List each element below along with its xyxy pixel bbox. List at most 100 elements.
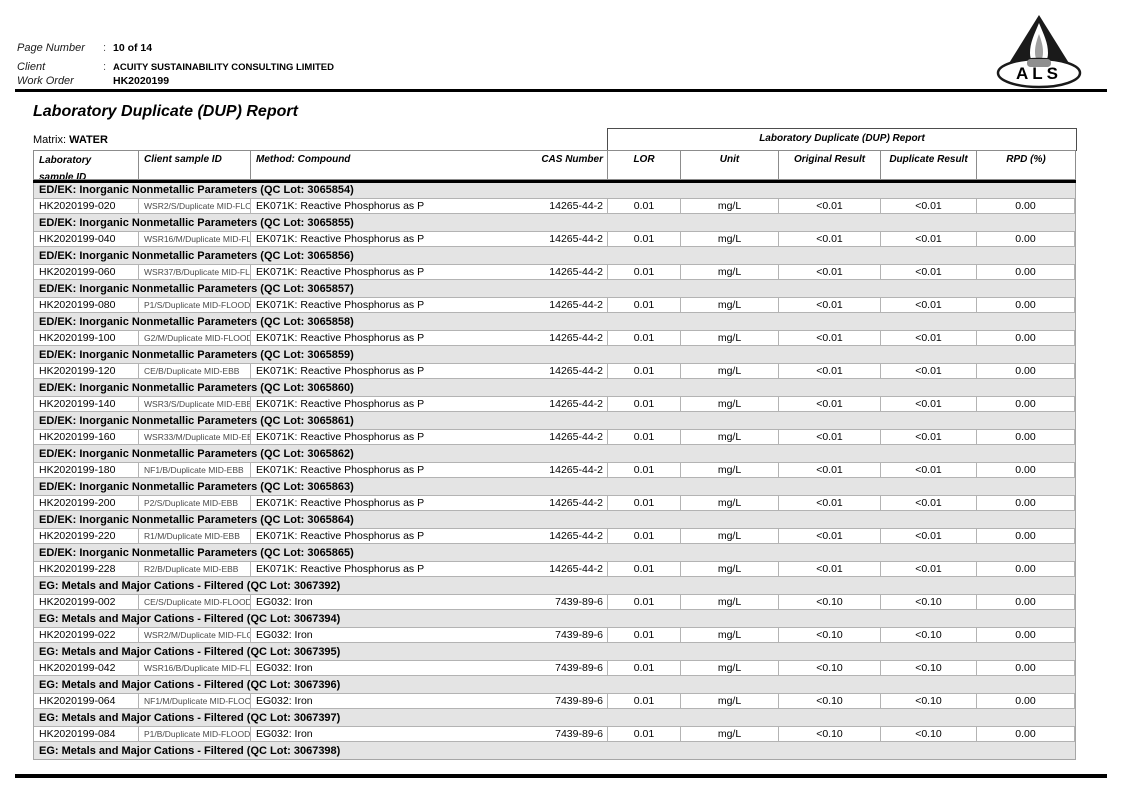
section-title: ED/EK: Inorganic Nonmetallic Parameters … [39,547,354,559]
cell-lab-sample-id: HK2020199-022 [34,627,139,643]
cell-rpd: 0.00 [977,693,1075,709]
cell-rpd: 0.00 [977,726,1075,742]
cell-duplicate-result: <0.10 [881,594,977,610]
page-number-colon: : [103,42,107,54]
qc-section: ED/EK: Inorganic Nonmetallic Parameters … [34,414,1075,445]
cell-unit: mg/L [681,429,779,445]
cell-original-result: <0.01 [779,330,881,346]
method-text: EG032: Iron [256,596,313,608]
cell-original-result: <0.10 [779,627,881,643]
cell-lab-sample-id: HK2020199-120 [34,363,139,379]
cell-duplicate-result: <0.10 [881,693,977,709]
section-header: EG: Metals and Major Cations - Filtered … [34,744,1075,759]
col-original-result: Original Result [779,151,881,179]
method-text: EK071K: Reactive Phosphorus as P [256,398,425,410]
cell-rpd: 0.00 [977,198,1075,214]
cas-number: 14265-44-2 [549,431,603,443]
cell-unit: mg/L [681,660,779,676]
table-row: HK2020199-220 R1/M/Duplicate MID-EBB EK0… [34,528,1075,544]
cell-original-result: <0.01 [779,297,881,313]
cell-method-compound: EK071K: Reactive Phosphorus as P 14265-4… [251,264,608,280]
cell-client-sample-id: NF1/M/Duplicate MID-FLOOD [139,693,251,709]
cell-method-compound: EG032: Iron 7439-89-6 [251,627,608,643]
section-header: ED/EK: Inorganic Nonmetallic Parameters … [34,249,1075,264]
cell-duplicate-result: <0.10 [881,627,977,643]
cell-lab-sample-id: HK2020199-100 [34,330,139,346]
section-header: ED/EK: Inorganic Nonmetallic Parameters … [34,315,1075,330]
cas-number: 14265-44-2 [549,266,603,278]
cell-client-sample-id: WSR3/S/Duplicate MID-EBB [139,396,251,412]
method-text: EK071K: Reactive Phosphorus as P [256,497,425,509]
qc-section: ED/EK: Inorganic Nonmetallic Parameters … [34,249,1075,280]
table-row: HK2020199-002 CE/S/Duplicate MID-FLOOD E… [34,594,1075,610]
cell-original-result: <0.01 [779,396,881,412]
cell-rpd: 0.00 [977,231,1075,247]
qc-section: ED/EK: Inorganic Nonmetallic Parameters … [34,315,1075,346]
table-row: HK2020199-228 R2/B/Duplicate MID-EBB EK0… [34,561,1075,577]
cas-number: 14265-44-2 [549,200,603,212]
cell-method-compound: EG032: Iron 7439-89-6 [251,660,608,676]
method-text: EK071K: Reactive Phosphorus as P [256,332,425,344]
cell-method-compound: EG032: Iron 7439-89-6 [251,726,608,742]
table-row: HK2020199-064 NF1/M/Duplicate MID-FLOOD … [34,693,1075,709]
cell-lor: 0.01 [608,198,681,214]
cell-method-compound: EK071K: Reactive Phosphorus as P 14265-4… [251,462,608,478]
table-row: HK2020199-020 WSR2/S/Duplicate MID-FLOOD… [34,198,1075,214]
cell-client-sample-id: P1/B/Duplicate MID-FLOOD [139,726,251,742]
cell-duplicate-result: <0.01 [881,264,977,280]
cell-method-compound: EK071K: Reactive Phosphorus as P 14265-4… [251,495,608,511]
section-header: EG: Metals and Major Cations - Filtered … [34,645,1075,660]
cas-number: 14265-44-2 [549,332,603,344]
section-header: ED/EK: Inorganic Nonmetallic Parameters … [34,546,1075,561]
section-title: ED/EK: Inorganic Nonmetallic Parameters … [39,382,354,394]
section-header: ED/EK: Inorganic Nonmetallic Parameters … [34,282,1075,297]
cell-rpd: 0.00 [977,264,1075,280]
cell-lab-sample-id: HK2020199-042 [34,660,139,676]
cell-lab-sample-id: HK2020199-180 [34,462,139,478]
cell-lor: 0.01 [608,528,681,544]
header-divider-rule [15,89,1107,92]
col-laboratory-sample-id: Laboratory sample ID [34,151,139,179]
cell-unit: mg/L [681,528,779,544]
section-title: ED/EK: Inorganic Nonmetallic Parameters … [39,283,354,295]
cell-rpd: 0.00 [977,297,1075,313]
cell-lab-sample-id: HK2020199-080 [34,297,139,313]
col-laboratory-line2: sample ID [39,172,87,179]
method-text: EK071K: Reactive Phosphorus as P [256,431,425,443]
cell-lab-sample-id: HK2020199-040 [34,231,139,247]
section-title: ED/EK: Inorganic Nonmetallic Parameters … [39,415,354,427]
table-row: HK2020199-200 P2/S/Duplicate MID-EBB EK0… [34,495,1075,511]
cell-client-sample-id: WSR37/B/Duplicate MID-FLOOD [139,264,251,280]
section-title: ED/EK: Inorganic Nonmetallic Parameters … [39,514,354,526]
method-text: EK071K: Reactive Phosphorus as P [256,266,425,278]
cell-method-compound: EK071K: Reactive Phosphorus as P 14265-4… [251,198,608,214]
cell-duplicate-result: <0.01 [881,330,977,346]
section-title: EG: Metals and Major Cations - Filtered … [39,580,341,592]
cas-number: 14265-44-2 [549,497,603,509]
section-header: EG: Metals and Major Cations - Filtered … [34,612,1075,627]
section-header: EG: Metals and Major Cations - Filtered … [34,678,1075,693]
section-title: EG: Metals and Major Cations - Filtered … [39,613,341,625]
cas-number: 14265-44-2 [549,398,603,410]
cell-lor: 0.01 [608,594,681,610]
section-header: ED/EK: Inorganic Nonmetallic Parameters … [34,348,1075,363]
cell-duplicate-result: <0.01 [881,429,977,445]
cell-original-result: <0.10 [779,660,881,676]
table-row: HK2020199-042 WSR16/B/Duplicate MID-FLOO… [34,660,1075,676]
header-thick-rule [33,180,1076,183]
qc-section: EG: Metals and Major Cations - Filtered … [34,711,1075,742]
table-row: HK2020199-084 P1/B/Duplicate MID-FLOOD E… [34,726,1075,742]
cell-client-sample-id: R1/M/Duplicate MID-EBB [139,528,251,544]
section-title: EG: Metals and Major Cations - Filtered … [39,679,341,691]
cas-number: 7439-89-6 [555,629,603,641]
page-bottom-rule [15,774,1107,778]
cas-number: 14265-44-2 [549,299,603,311]
cell-duplicate-result: <0.01 [881,462,977,478]
cell-client-sample-id: P1/S/Duplicate MID-FLOOD [139,297,251,313]
table-row: HK2020199-120 CE/B/Duplicate MID-EBB EK0… [34,363,1075,379]
cell-method-compound: EK071K: Reactive Phosphorus as P 14265-4… [251,561,608,577]
qc-section: ED/EK: Inorganic Nonmetallic Parameters … [34,546,1075,577]
cell-lab-sample-id: HK2020199-140 [34,396,139,412]
cas-number: 7439-89-6 [555,596,603,608]
cell-original-result: <0.01 [779,429,881,445]
